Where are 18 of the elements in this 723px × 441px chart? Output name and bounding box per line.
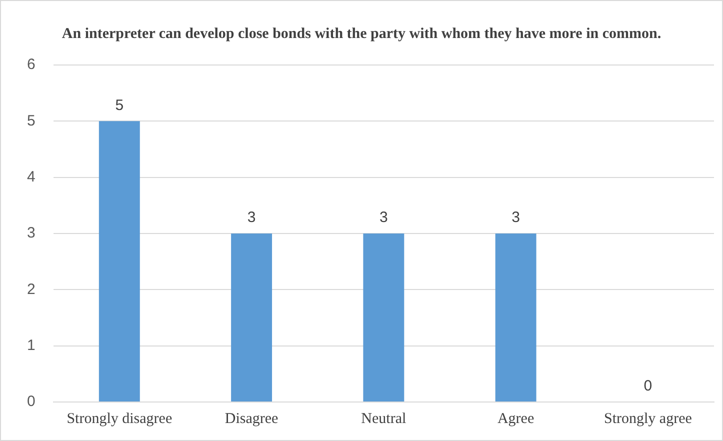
y-tick-label: 4 — [27, 168, 36, 186]
x-tick-label: Neutral — [361, 410, 406, 427]
y-tick-label: 2 — [27, 280, 36, 298]
x-tick-label: Agree — [497, 410, 534, 427]
y-tick-label: 1 — [27, 336, 36, 354]
y-tick-label: 6 — [27, 56, 36, 74]
chart-title: An interpreter can develop close bonds with the party with whom they have more in common. — [62, 26, 662, 42]
x-tick-label: Strongly agree — [604, 410, 692, 427]
y-tick-label: 5 — [27, 112, 36, 130]
y-tick-label: 3 — [27, 224, 36, 242]
y-tick-label: 0 — [27, 393, 36, 410]
data-label: 0 — [644, 378, 652, 395]
data-label: 3 — [512, 209, 520, 226]
x-tick-label: Strongly disagree — [66, 410, 172, 427]
data-label: 5 — [115, 96, 124, 114]
data-label: 3 — [247, 209, 256, 226]
x-tick-label: Disagree — [224, 410, 279, 427]
data-label: 3 — [380, 209, 388, 226]
